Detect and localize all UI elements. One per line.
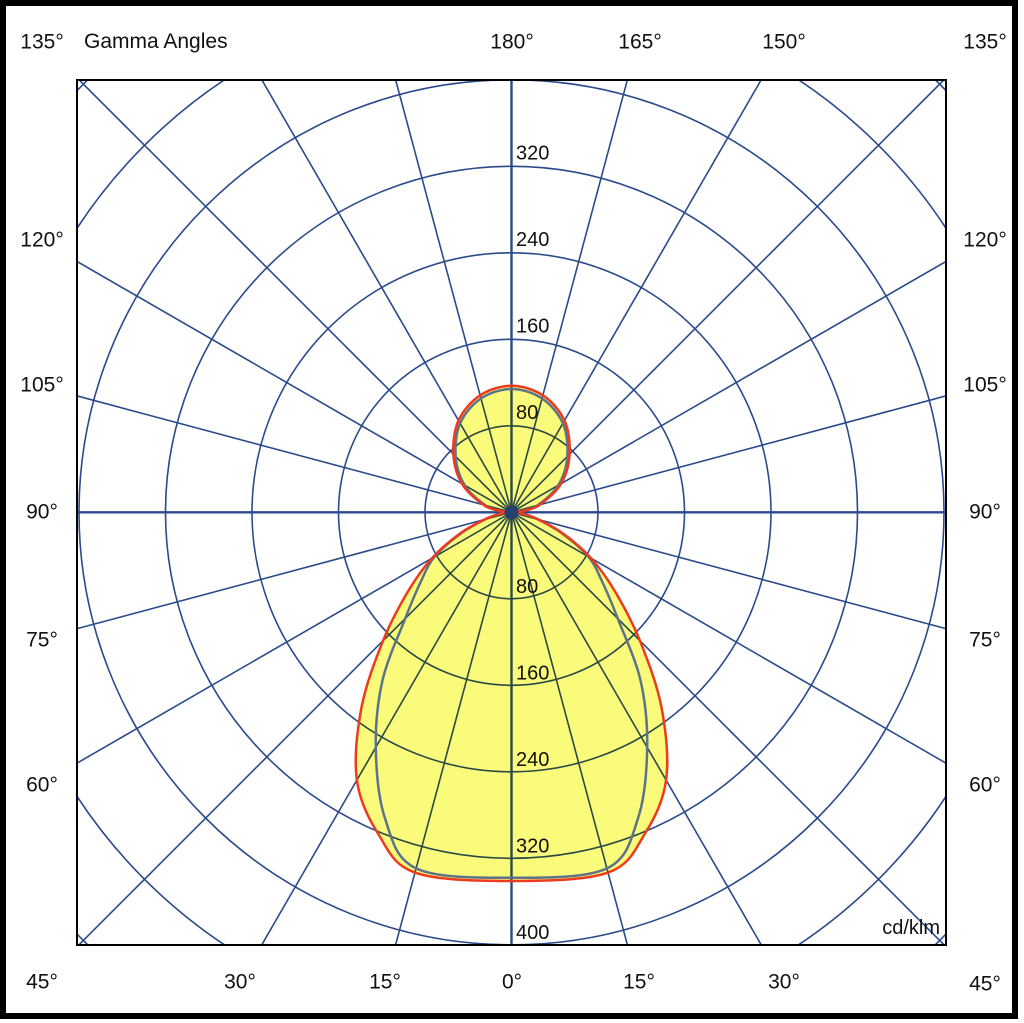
grid-radial-225 [78,80,513,513]
center-knot [504,505,519,520]
plot-border [76,79,947,946]
gamma-label-right-0: 135° [963,31,1006,54]
grid-radial-210 [260,80,513,513]
grid-radial-300 [77,511,512,765]
ring-label-up-160: 160 [516,315,549,337]
grid-radial-120 [511,260,946,513]
gamma-label-right-4: 75° [969,629,1001,652]
curve-c0-c180 [354,384,669,883]
gamma-label-bottom-2: 0° [502,971,522,994]
gamma-label-right-1: 120° [963,229,1006,252]
gamma-label-bottom-3: 15° [623,971,655,994]
gamma-label-right-2: 105° [963,374,1006,397]
gamma-label-top-0: 180° [490,31,533,54]
gamma-label-left-2: 105° [20,374,63,397]
gamma-label-left-4: 75° [26,629,58,652]
grid-radial-150 [510,80,763,513]
ring-label-down-400: 400 [516,922,549,944]
grid-radial-105 [511,395,946,514]
grid-radial-75 [511,511,946,630]
gamma-label-right-3: 90° [969,501,1001,524]
chart-title: Gamma Angles [84,30,228,53]
gamma-label-left-3: 90° [26,501,58,524]
grid-radial-255 [77,395,512,514]
grid-radial-240 [77,260,512,513]
intensity-fill [355,385,668,881]
ring-label-up-240: 240 [516,229,549,251]
grid-radial-60 [511,511,946,765]
gamma-label-right-5: 60° [969,774,1001,797]
unit-label: cd/klm [882,917,940,939]
grid-radial-285 [77,511,512,630]
gamma-label-left-6: 45° [26,971,58,994]
gamma-label-left-1: 120° [20,229,63,252]
gamma-label-bottom-4: 30° [768,971,800,994]
gamma-label-top-1: 165° [618,31,661,54]
gamma-label-top-2: 150° [762,31,805,54]
grid-radial-135 [510,80,945,513]
gamma-label-bottom-0: 30° [224,971,256,994]
gamma-label-right-6: 45° [969,973,1001,996]
gamma-label-left-5: 60° [26,774,58,797]
ring-label-up-320: 320 [516,142,549,164]
gamma-label-bottom-1: 15° [369,971,401,994]
gamma-label-left-0: 135° [20,31,63,54]
